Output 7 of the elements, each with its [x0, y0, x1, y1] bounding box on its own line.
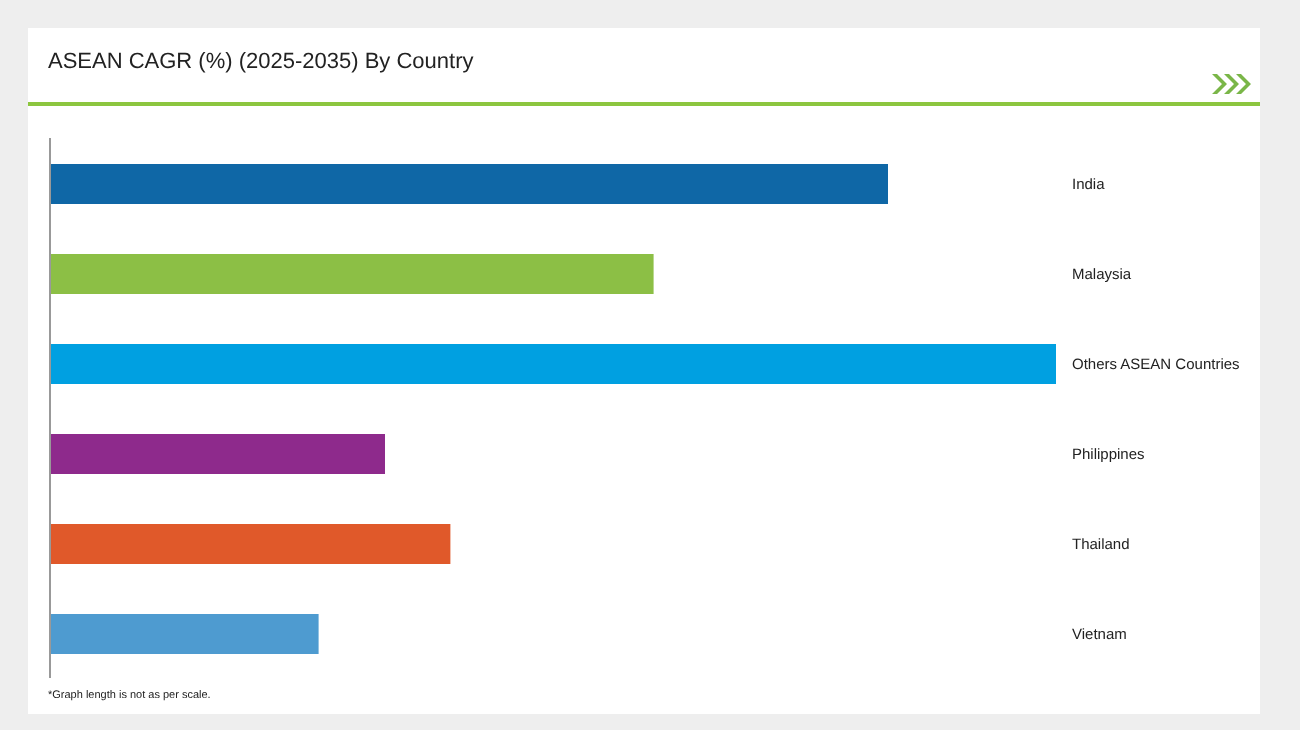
bar: [50, 254, 654, 294]
bar: [50, 164, 888, 204]
bar: [50, 524, 451, 564]
bar: [50, 614, 319, 654]
bar: [50, 434, 385, 474]
bar: [50, 344, 1056, 384]
chart-title: ASEAN CAGR (%) (2025-2035) By Country: [48, 50, 474, 74]
